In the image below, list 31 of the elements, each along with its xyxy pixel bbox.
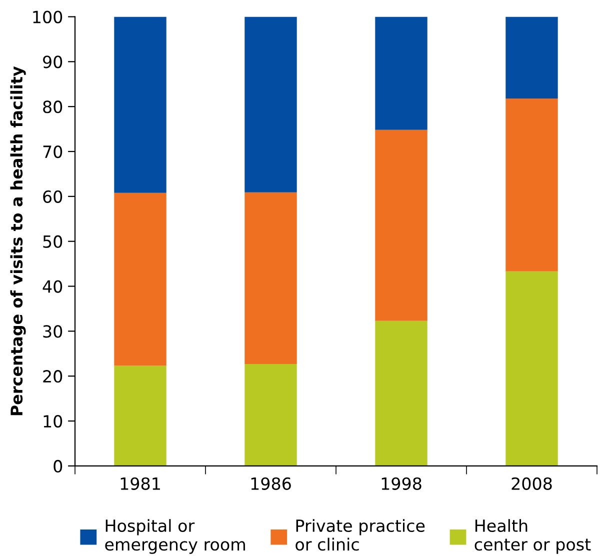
bar	[114, 366, 166, 466]
x-tick-label: 2008	[512, 477, 552, 490]
bar	[114, 16, 166, 193]
bar	[506, 98, 558, 272]
y-tick-label: 10	[44, 414, 62, 428]
legend-label: Health center or post	[474, 519, 591, 554]
y-tick-label: 40	[42, 280, 62, 293]
bar	[244, 364, 297, 466]
y-tick-label: 50	[43, 235, 62, 248]
x-tick-label: 1981	[120, 477, 160, 490]
y-axis-title: Percentage of visits to a health facility	[10, 66, 26, 416]
y-tick-label: 20	[43, 370, 62, 383]
legend-label: Hospital or emergency room	[105, 519, 245, 554]
bar	[375, 16, 428, 130]
y-tick-label: 100	[33, 10, 62, 24]
bar	[375, 130, 428, 321]
x-tick-label: 1998	[382, 477, 422, 490]
y-tick-label: 80	[43, 100, 62, 114]
y-tick-label: 60	[43, 190, 62, 203]
x-tick-label: 1986	[251, 477, 291, 490]
bar	[244, 192, 297, 364]
bar	[506, 271, 558, 466]
legend-label: Private practice or clinic	[296, 519, 425, 551]
bar	[244, 16, 297, 192]
y-tick-label: 30	[43, 325, 62, 338]
y-tick-label: 90	[43, 56, 62, 68]
bar	[506, 16, 558, 98]
bar	[114, 192, 166, 366]
y-tick-label: 0	[54, 460, 62, 472]
bar	[375, 320, 428, 466]
y-tick-label: 70	[43, 145, 62, 158]
